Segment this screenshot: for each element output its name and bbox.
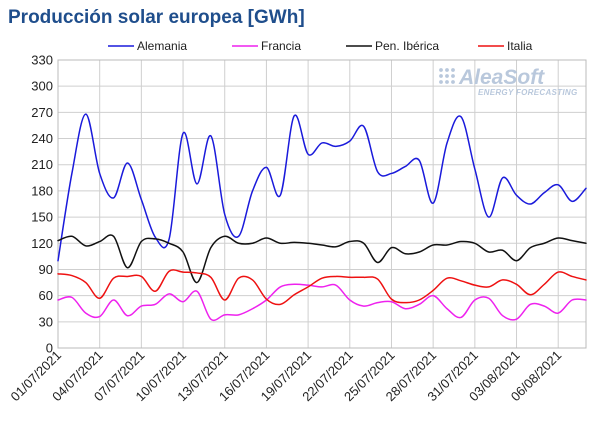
series-line-francia xyxy=(57,283,587,322)
aleasoft-logo-icon xyxy=(439,68,455,84)
legend-label: Francia xyxy=(261,39,301,53)
y-tick-label: 240 xyxy=(31,131,53,146)
series-line-italia xyxy=(57,269,587,306)
y-tick-label: 180 xyxy=(31,183,53,198)
legend-label: Alemania xyxy=(137,39,187,53)
y-tick-label: 60 xyxy=(39,288,53,303)
watermark-tagline: ENERGY FORECASTING xyxy=(478,88,578,97)
y-tick-label: 330 xyxy=(31,53,53,68)
legend: Alemania Francia Pen. Ibérica Italia xyxy=(108,39,533,53)
y-tick-label: 300 xyxy=(31,79,53,94)
axes: 030609012015018021024027030033001/07/202… xyxy=(7,53,564,405)
y-tick-label: 90 xyxy=(39,262,53,277)
watermark-brand: AleaSoft xyxy=(458,66,545,89)
series-line-pen-ib-rica xyxy=(57,234,587,284)
y-tick-label: 30 xyxy=(39,314,53,329)
y-tick-label: 150 xyxy=(31,210,53,225)
series-line-alemania xyxy=(57,113,587,262)
legend-label: Italia xyxy=(507,39,533,53)
grid xyxy=(57,59,587,349)
legend-label: Pen. Ibérica xyxy=(375,39,439,53)
y-tick-label: 210 xyxy=(31,157,53,172)
plot-border xyxy=(57,59,587,349)
y-tick-label: 120 xyxy=(31,236,53,251)
series-group xyxy=(57,113,587,322)
chart-title: Producción solar europea [GWh] xyxy=(8,7,305,28)
y-tick-label: 270 xyxy=(31,105,53,120)
watermark: AleaSoft ENERGY FORECASTING xyxy=(439,66,577,97)
y-tick-label: 0 xyxy=(46,341,53,356)
